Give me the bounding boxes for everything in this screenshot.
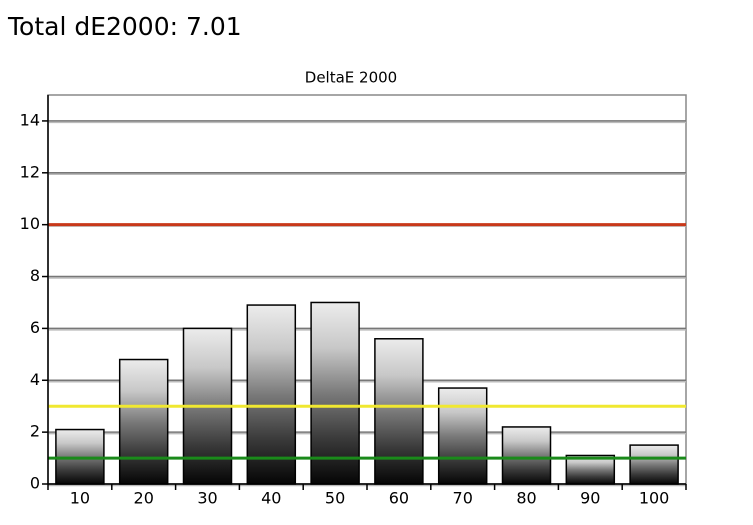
bar	[118, 358, 169, 485]
bar	[437, 387, 488, 485]
bar	[565, 454, 616, 485]
x-tick-label: 20	[134, 489, 154, 508]
x-tick-label: 10	[70, 489, 90, 508]
x-tick-label: 100	[639, 489, 670, 508]
x-tick-label: 50	[325, 489, 345, 508]
bar	[374, 338, 424, 485]
chart-title: DeltaE 2000	[305, 69, 397, 87]
bar	[246, 304, 297, 485]
y-tick-label: 0	[30, 474, 40, 493]
x-tick-label: 80	[516, 489, 536, 508]
x-tick-label: 90	[580, 489, 600, 508]
y-tick-label: 2	[30, 422, 40, 441]
bar	[310, 301, 360, 485]
heading: Total dE2000: 7.01	[7, 12, 242, 41]
x-tick-label: 30	[197, 489, 217, 508]
y-tick-label: 12	[20, 162, 40, 181]
y-tick-label: 6	[30, 318, 40, 337]
x-tick-label: 60	[389, 489, 409, 508]
y-tick-label: 10	[20, 214, 40, 233]
y-tick-label: 14	[20, 110, 40, 129]
y-tick-label: 4	[30, 370, 40, 389]
bar	[629, 444, 679, 485]
x-tick-label: 70	[453, 489, 473, 508]
y-tick-label: 8	[30, 266, 40, 285]
bar	[501, 426, 552, 485]
x-tick-label: 40	[261, 489, 281, 508]
